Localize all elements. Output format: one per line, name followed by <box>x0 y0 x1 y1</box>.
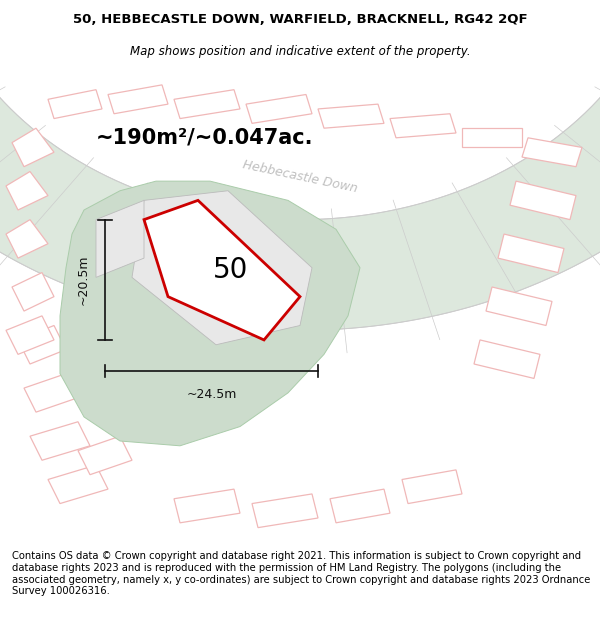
Polygon shape <box>252 494 318 528</box>
Polygon shape <box>390 114 456 138</box>
Polygon shape <box>78 436 132 475</box>
Text: Contains OS data © Crown copyright and database right 2021. This information is : Contains OS data © Crown copyright and d… <box>12 551 590 596</box>
Polygon shape <box>24 374 78 412</box>
Text: ~20.5m: ~20.5m <box>77 254 90 305</box>
Polygon shape <box>318 104 384 128</box>
Polygon shape <box>246 94 312 123</box>
Polygon shape <box>6 219 48 258</box>
Polygon shape <box>60 181 360 446</box>
Polygon shape <box>510 181 576 219</box>
Text: ~190m²/~0.047ac.: ~190m²/~0.047ac. <box>95 128 313 148</box>
Polygon shape <box>402 470 462 504</box>
Polygon shape <box>174 489 240 522</box>
Polygon shape <box>132 191 312 345</box>
Polygon shape <box>6 316 54 354</box>
Text: ~24.5m: ~24.5m <box>187 388 236 401</box>
Polygon shape <box>522 138 582 167</box>
Polygon shape <box>12 272 54 311</box>
Text: 50, HEBBECASTLE DOWN, WARFIELD, BRACKNELL, RG42 2QF: 50, HEBBECASTLE DOWN, WARFIELD, BRACKNEL… <box>73 13 527 26</box>
Polygon shape <box>48 465 108 504</box>
Polygon shape <box>0 92 600 330</box>
Polygon shape <box>498 234 564 272</box>
Text: Map shows position and indicative extent of the property.: Map shows position and indicative extent… <box>130 45 470 58</box>
Polygon shape <box>144 201 300 340</box>
Polygon shape <box>18 326 66 364</box>
Polygon shape <box>48 89 102 119</box>
Text: 50: 50 <box>214 256 248 284</box>
Polygon shape <box>12 128 54 167</box>
Polygon shape <box>174 89 240 119</box>
Polygon shape <box>108 85 168 114</box>
Polygon shape <box>6 171 48 210</box>
Polygon shape <box>30 422 90 460</box>
Polygon shape <box>486 287 552 326</box>
Polygon shape <box>96 201 144 278</box>
Polygon shape <box>330 489 390 522</box>
Polygon shape <box>474 340 540 378</box>
Text: Hebbecastle Down: Hebbecastle Down <box>241 158 359 195</box>
Polygon shape <box>462 128 522 148</box>
